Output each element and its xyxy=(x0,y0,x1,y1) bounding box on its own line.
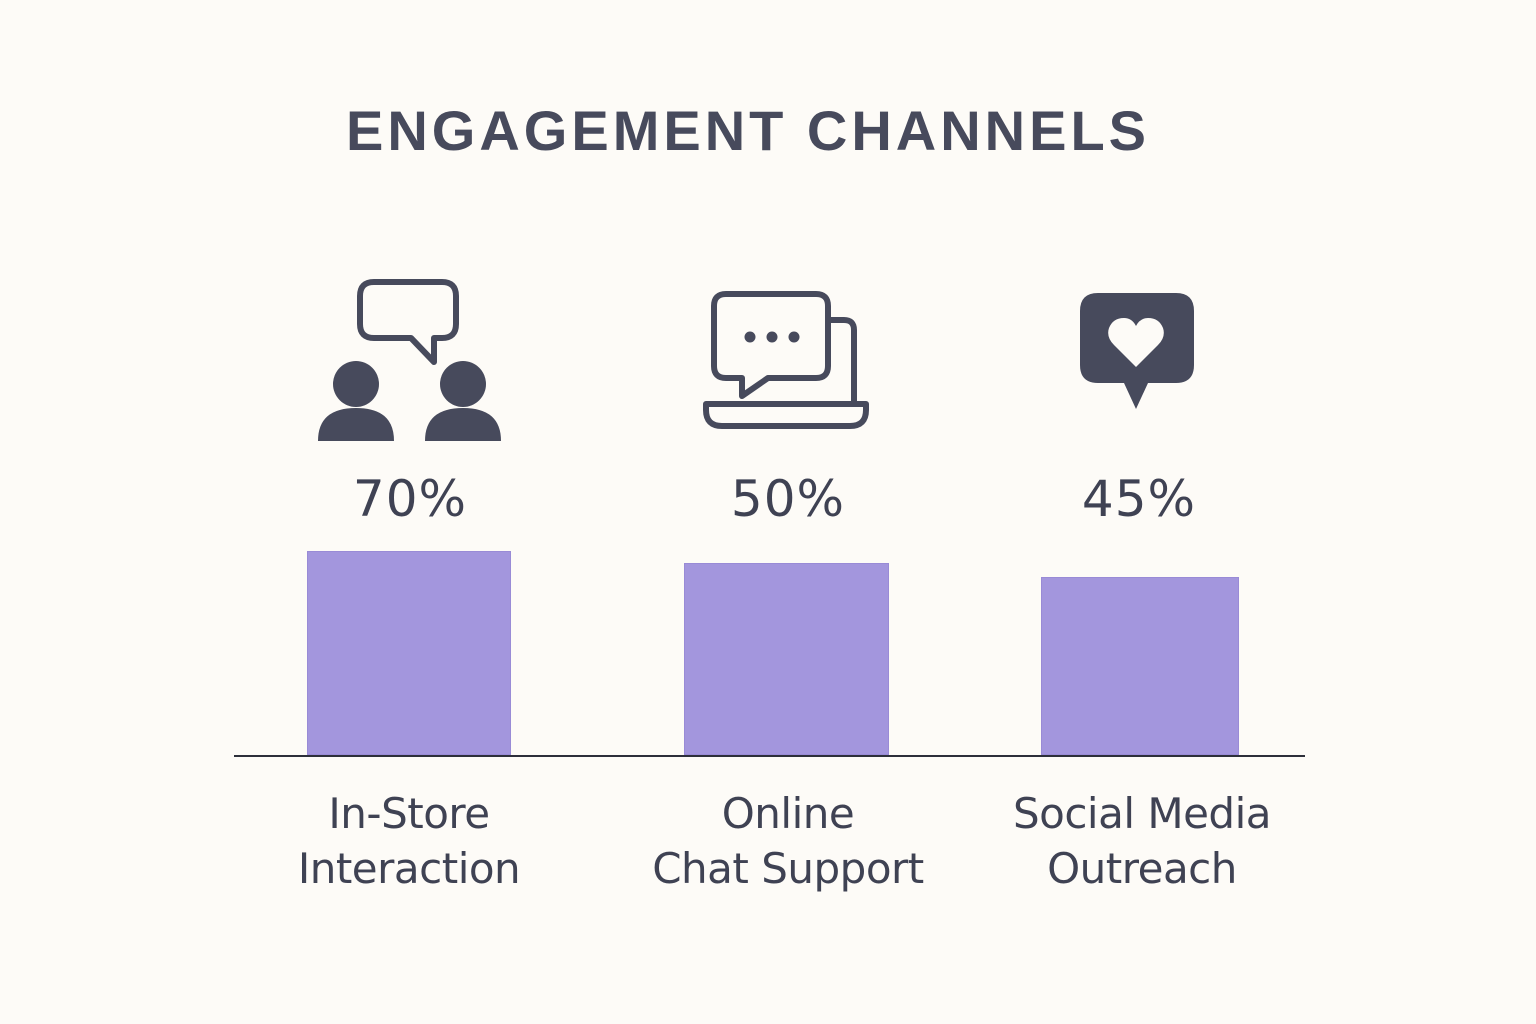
bar-in-store xyxy=(307,551,511,755)
x-axis-line xyxy=(234,755,1305,757)
category-label-line: Social Media xyxy=(1012,789,1272,838)
value-label-online-chat: 50% xyxy=(730,470,846,528)
heart-speech-bubble-icon xyxy=(1080,293,1194,409)
category-label-in-store: In-Store Interaction xyxy=(239,786,579,896)
value-label-in-store: 70% xyxy=(352,470,468,528)
category-label-line: In-Store xyxy=(328,789,490,838)
value-label-social-media: 45% xyxy=(1081,470,1197,528)
people-conversation-icon xyxy=(318,279,501,441)
category-label-social-media: Social Media Outreach xyxy=(972,786,1312,896)
bar-social-media xyxy=(1041,577,1239,755)
laptop-chat-icon xyxy=(703,291,869,429)
chart-title: ENGAGEMENT CHANNELS xyxy=(345,99,1151,162)
bar-online-chat xyxy=(684,563,889,755)
category-label-line: Outreach xyxy=(1047,844,1237,893)
category-label-line: Interaction xyxy=(297,844,521,893)
category-label-line: Online xyxy=(721,789,855,838)
category-label-online-chat: Online Chat Support xyxy=(618,786,958,896)
category-label-line: Chat Support xyxy=(652,844,924,893)
